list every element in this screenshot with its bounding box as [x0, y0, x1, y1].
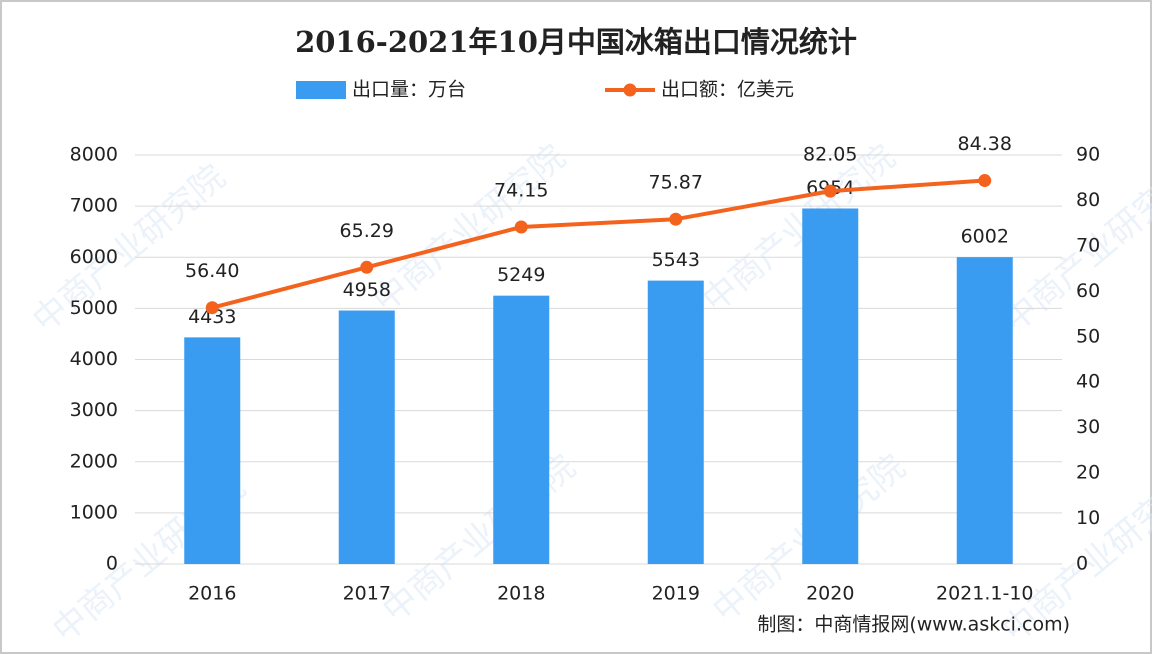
y2-tick-label: 50	[1076, 325, 1100, 347]
y-tick-label: 1000	[70, 501, 118, 523]
line-point	[205, 301, 219, 315]
line-point	[514, 220, 528, 234]
y-tick-label: 8000	[70, 144, 118, 166]
legend-label: 出口量：万台	[352, 79, 466, 101]
y-tick-label: 3000	[70, 399, 118, 421]
source: 制图：中商情报网(www.askci.com)	[757, 614, 1070, 636]
bar	[956, 257, 1013, 564]
y2-tick-label: 0	[1076, 553, 1088, 575]
y2-tick-label: 70	[1076, 234, 1100, 256]
y2-tick-label: 80	[1076, 189, 1100, 211]
bar	[184, 337, 241, 564]
line-point	[669, 212, 683, 226]
line-label: 65.29	[340, 220, 394, 242]
bar-label: 5543	[652, 249, 700, 271]
line-label: 74.15	[494, 180, 548, 202]
bar-label: 5249	[497, 264, 545, 286]
line-label: 75.87	[649, 172, 703, 194]
bar-label: 6002	[961, 226, 1009, 248]
legend-swatch	[296, 81, 346, 99]
x-tick-label: 2019	[652, 583, 700, 605]
bar	[338, 310, 395, 564]
line-label: 56.40	[185, 260, 239, 282]
line-label: 84.38	[958, 133, 1012, 155]
bar-label: 4433	[188, 306, 236, 328]
line-point	[360, 260, 374, 274]
y-tick-label: 5000	[70, 297, 118, 319]
y2-tick-label: 30	[1076, 416, 1100, 438]
y2-tick-label: 90	[1076, 144, 1100, 166]
legend-label: 出口额：亿美元	[661, 79, 794, 101]
legend-swatch	[623, 83, 637, 97]
x-tick-label: 2020	[806, 583, 854, 605]
x-tick-label: 2016	[188, 583, 236, 605]
bar	[493, 295, 550, 564]
y-tick-label: 6000	[70, 246, 118, 268]
line-point	[823, 184, 837, 198]
y2-tick-label: 10	[1076, 507, 1100, 529]
x-tick-label: 2018	[497, 583, 545, 605]
y-tick-label: 4000	[70, 348, 118, 370]
y-tick-label: 0	[106, 553, 118, 575]
line-label: 82.05	[803, 144, 857, 166]
x-tick-label: 2021.1-10	[936, 583, 1034, 605]
y-tick-label: 7000	[70, 195, 118, 217]
line	[211, 178, 985, 310]
y2-tick-label: 40	[1076, 371, 1100, 393]
line-point	[978, 174, 992, 188]
bar	[802, 208, 859, 564]
bar	[647, 280, 704, 564]
y2-tick-label: 60	[1076, 280, 1100, 302]
x-tick-label: 2017	[343, 583, 391, 605]
chart-title: 2016-2021年10月中国冰箱出口情况统计	[295, 25, 857, 59]
y-tick-label: 2000	[70, 450, 118, 472]
y2-tick-label: 20	[1076, 462, 1100, 484]
bar-label: 4958	[343, 279, 391, 301]
